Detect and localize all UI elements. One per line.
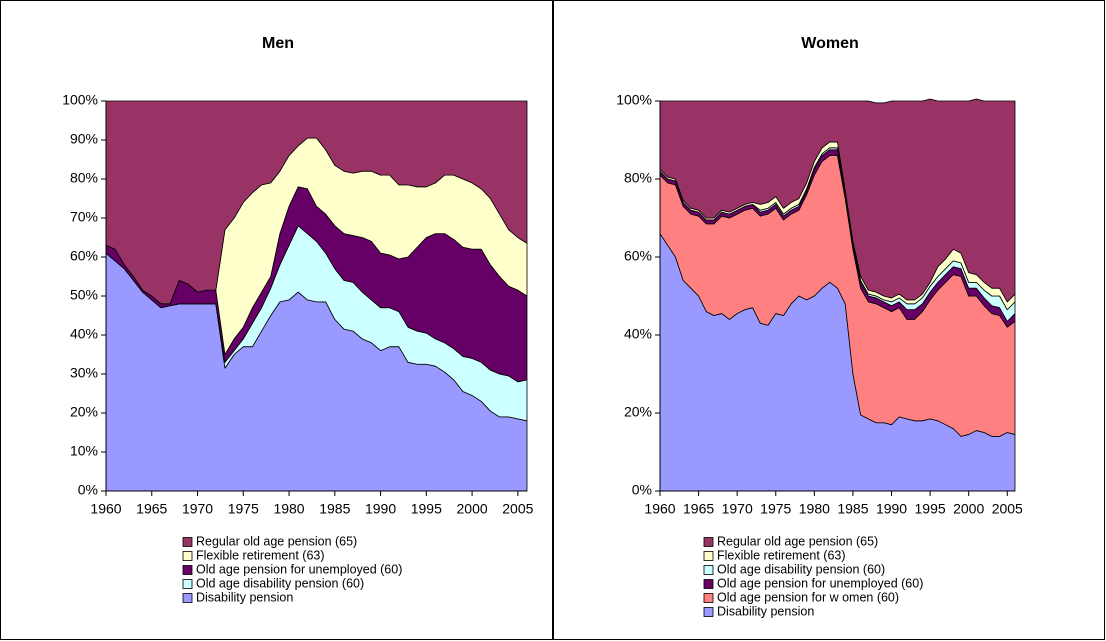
- legend-swatch: [182, 579, 193, 589]
- y-tick-label: 10%: [70, 443, 98, 459]
- x-tick-label: 1960: [644, 501, 675, 517]
- y-tick-label: 0%: [78, 482, 98, 498]
- x-tick-label: 1980: [273, 501, 304, 517]
- legend-label: Regular old age pension (65): [717, 534, 878, 548]
- area: [659, 98, 1016, 303]
- legend-label: Old age disability pension (60): [196, 576, 364, 590]
- x-tick-label: 2000: [953, 501, 984, 517]
- legend-swatch: [182, 551, 193, 561]
- x-tick-label: 1965: [136, 501, 167, 517]
- legend-label: Old age pension for w omen (60): [717, 590, 899, 604]
- y-tick-label: 30%: [70, 365, 98, 381]
- x-tick-label: 1990: [365, 501, 396, 517]
- area: [105, 100, 528, 305]
- x-tick-label: 1985: [837, 501, 868, 517]
- x-tick-label: 1990: [876, 501, 907, 517]
- y-tick-label: 100%: [62, 92, 98, 108]
- x-tick-label: 2005: [502, 501, 533, 517]
- legend-label: Disability pension: [717, 604, 814, 618]
- y-tick-label: 80%: [70, 170, 98, 186]
- x-tick-label: 1995: [915, 501, 946, 517]
- y-tick-label: 50%: [70, 287, 98, 303]
- x-tick-label: 2005: [992, 501, 1023, 517]
- x-tick-label: 1970: [722, 501, 753, 517]
- y-tick-label: 60%: [70, 248, 98, 264]
- x-tick-label: 1965: [683, 501, 714, 517]
- legend-swatch: [182, 537, 193, 547]
- y-tick-label: 20%: [70, 404, 98, 420]
- chart-title: Women: [801, 35, 858, 52]
- legend-label: Flexible retirement (63): [717, 548, 846, 562]
- legend-swatch: [703, 565, 714, 575]
- legend-label: Old age disability pension (60): [717, 562, 885, 576]
- x-tick-label: 1985: [319, 501, 350, 517]
- x-tick-label: 1975: [228, 501, 259, 517]
- y-tick-label: 40%: [624, 326, 652, 342]
- x-tick-label: 1970: [182, 501, 213, 517]
- x-tick-label: 1975: [760, 501, 791, 517]
- x-tick-label: 2000: [457, 501, 488, 517]
- legend-label: Regular old age pension (65): [196, 534, 357, 548]
- legend-label: Flexible retirement (63): [196, 548, 325, 562]
- legend-label: Disability pension: [196, 590, 293, 604]
- legend-swatch: [703, 593, 714, 603]
- x-tick-label: 1995: [411, 501, 442, 517]
- y-tick-label: 20%: [624, 404, 652, 420]
- y-tick-label: 0%: [632, 482, 652, 498]
- y-tick-label: 40%: [70, 326, 98, 342]
- chart-title: Men: [262, 35, 294, 52]
- legend-swatch: [703, 579, 714, 589]
- legend-swatch: [703, 537, 714, 547]
- y-tick-label: 90%: [70, 131, 98, 147]
- y-tick-label: 80%: [624, 170, 652, 186]
- legend-swatch: [182, 593, 193, 603]
- legend-swatch: [703, 607, 714, 617]
- legend-label: Old age pension for unemployed (60): [717, 576, 923, 590]
- y-tick-label: 100%: [616, 92, 652, 108]
- legend-label: Old age pension for unemployed (60): [196, 562, 402, 576]
- x-tick-label: 1960: [90, 501, 121, 517]
- legend-swatch: [182, 565, 193, 575]
- y-tick-label: 60%: [624, 248, 652, 264]
- legend-swatch: [703, 551, 714, 561]
- y-tick-label: 70%: [70, 209, 98, 225]
- x-tick-label: 1980: [799, 501, 830, 517]
